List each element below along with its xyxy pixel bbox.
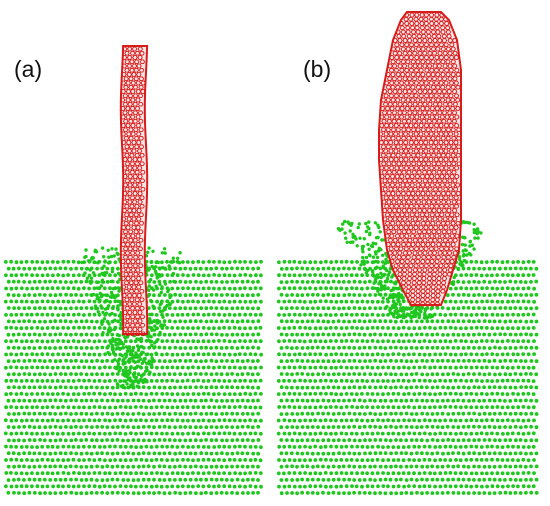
cascade-atoms	[80, 246, 182, 390]
disordered-atoms	[336, 218, 483, 320]
panel-a-simulation-image	[3, 45, 264, 496]
nanotube-hex-mesh	[119, 46, 146, 337]
panel-a-label: (a)	[14, 56, 43, 82]
disordered-atoms	[80, 246, 182, 390]
panel-a: (a)	[3, 45, 264, 496]
nanotube-thick	[377, 11, 462, 307]
panel-b-simulation-image	[276, 11, 539, 496]
nanotube-hex-mesh	[377, 12, 462, 307]
nanotube-thin	[119, 45, 149, 337]
panel-b: (b)	[275, 0, 550, 506]
cascade-atoms	[336, 218, 483, 320]
panel-b-label: (b)	[303, 56, 332, 82]
nanotube-wall	[119, 45, 149, 335]
